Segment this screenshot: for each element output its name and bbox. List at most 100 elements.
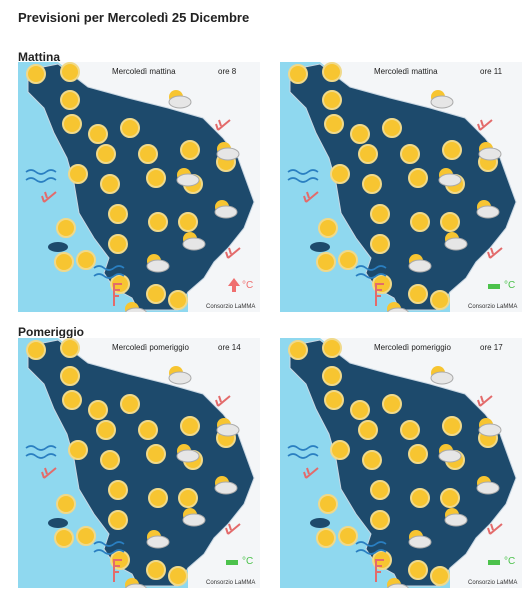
sun-icon (120, 118, 140, 138)
section-title: Pomeriggio (18, 325, 85, 339)
sun-icon (362, 174, 382, 194)
sun-icon (370, 480, 390, 500)
wave-icon (93, 273, 125, 279)
sun-icon (410, 488, 430, 508)
sun-icon (178, 488, 198, 508)
sun-icon (430, 566, 450, 586)
cloud-icon (430, 371, 454, 385)
sun-icon (56, 218, 76, 238)
wind-icon (225, 523, 241, 535)
sun-icon (26, 340, 46, 360)
unit-label: °C (242, 280, 253, 291)
sun-icon (330, 164, 350, 184)
cloud-icon (444, 237, 468, 251)
wave-icon (355, 273, 387, 279)
cloud-icon (438, 449, 462, 463)
weather-map: Mercoledì mattina ore 8 Consorzio LaMMA °C (18, 62, 260, 312)
label-box (352, 338, 522, 356)
wave-icon (25, 177, 57, 183)
wave-icon (93, 549, 125, 555)
wave-icon (287, 453, 319, 459)
flag-icon (375, 559, 384, 582)
label-box (352, 62, 522, 80)
weather-map: Mercoledì pomeriggio ore 17 Consorzio LaMM… (280, 338, 522, 588)
wind-icon (303, 467, 319, 479)
sun-icon (178, 212, 198, 232)
sun-icon (330, 440, 350, 460)
sun-icon (108, 480, 128, 500)
wind-icon (487, 247, 503, 259)
sun-icon (350, 124, 370, 144)
sun-icon (62, 390, 82, 410)
sun-icon (68, 164, 88, 184)
cloud-icon (476, 481, 500, 495)
sun-icon (180, 416, 200, 436)
cloud-icon (438, 173, 462, 187)
cloud-icon (176, 449, 200, 463)
sun-icon (442, 140, 462, 160)
cloud-icon (478, 423, 502, 437)
wind-icon (487, 523, 503, 535)
map-time: ore 11 (480, 67, 503, 76)
sun-icon (60, 62, 80, 82)
wind-icon (41, 467, 57, 479)
sun-icon (338, 526, 358, 546)
sun-icon (56, 494, 76, 514)
sun-icon (60, 338, 80, 358)
unit-label: °C (504, 556, 515, 567)
section-title: Mattina (18, 50, 60, 64)
sun-icon (168, 566, 188, 586)
sun-icon (88, 124, 108, 144)
cloud-icon (476, 205, 500, 219)
cloud-icon (387, 583, 409, 588)
sun-icon (322, 338, 342, 358)
wave-icon (93, 541, 125, 547)
wave-icon (287, 445, 319, 451)
sun-icon (146, 168, 166, 188)
sun-icon (322, 62, 342, 82)
wind-icon (41, 191, 57, 203)
island (48, 242, 68, 252)
map-label: Mercoledì pomeriggio (112, 343, 189, 352)
wave-icon (25, 169, 57, 175)
sun-icon (440, 488, 460, 508)
sun-icon (138, 144, 158, 164)
trend-up-icon (228, 278, 240, 292)
sun-icon (442, 416, 462, 436)
cloud-icon (216, 147, 240, 161)
wind-icon (303, 191, 319, 203)
wave-icon (93, 265, 125, 271)
sun-icon (148, 212, 168, 232)
sun-icon (400, 420, 420, 440)
sun-icon (76, 250, 96, 270)
cloud-icon (214, 205, 238, 219)
wind-icon (225, 247, 241, 259)
map-label: Mercoledì pomeriggio (374, 343, 451, 352)
sun-icon (408, 560, 428, 580)
sun-icon (146, 284, 166, 304)
sun-icon (382, 394, 402, 414)
map-time: ore 17 (480, 343, 503, 352)
cloud-icon (176, 173, 200, 187)
sun-icon (100, 450, 120, 470)
trend-flat-icon (226, 560, 238, 565)
wind-icon (215, 395, 231, 407)
sun-icon (96, 420, 116, 440)
cloud-icon (182, 237, 206, 251)
map-label: Mercoledì mattina (374, 67, 438, 76)
cloud-icon (216, 423, 240, 437)
sun-icon (350, 400, 370, 420)
sun-icon (288, 64, 308, 84)
wind-icon (477, 395, 493, 407)
cloud-icon (182, 513, 206, 527)
cloud-icon (168, 95, 192, 109)
sun-icon (324, 114, 344, 134)
cloud-icon (430, 95, 454, 109)
unit-label: °C (504, 280, 515, 291)
sun-icon (26, 64, 46, 84)
sun-icon (322, 366, 342, 386)
cloud-icon (146, 259, 170, 273)
sun-icon (408, 284, 428, 304)
island (310, 242, 330, 252)
